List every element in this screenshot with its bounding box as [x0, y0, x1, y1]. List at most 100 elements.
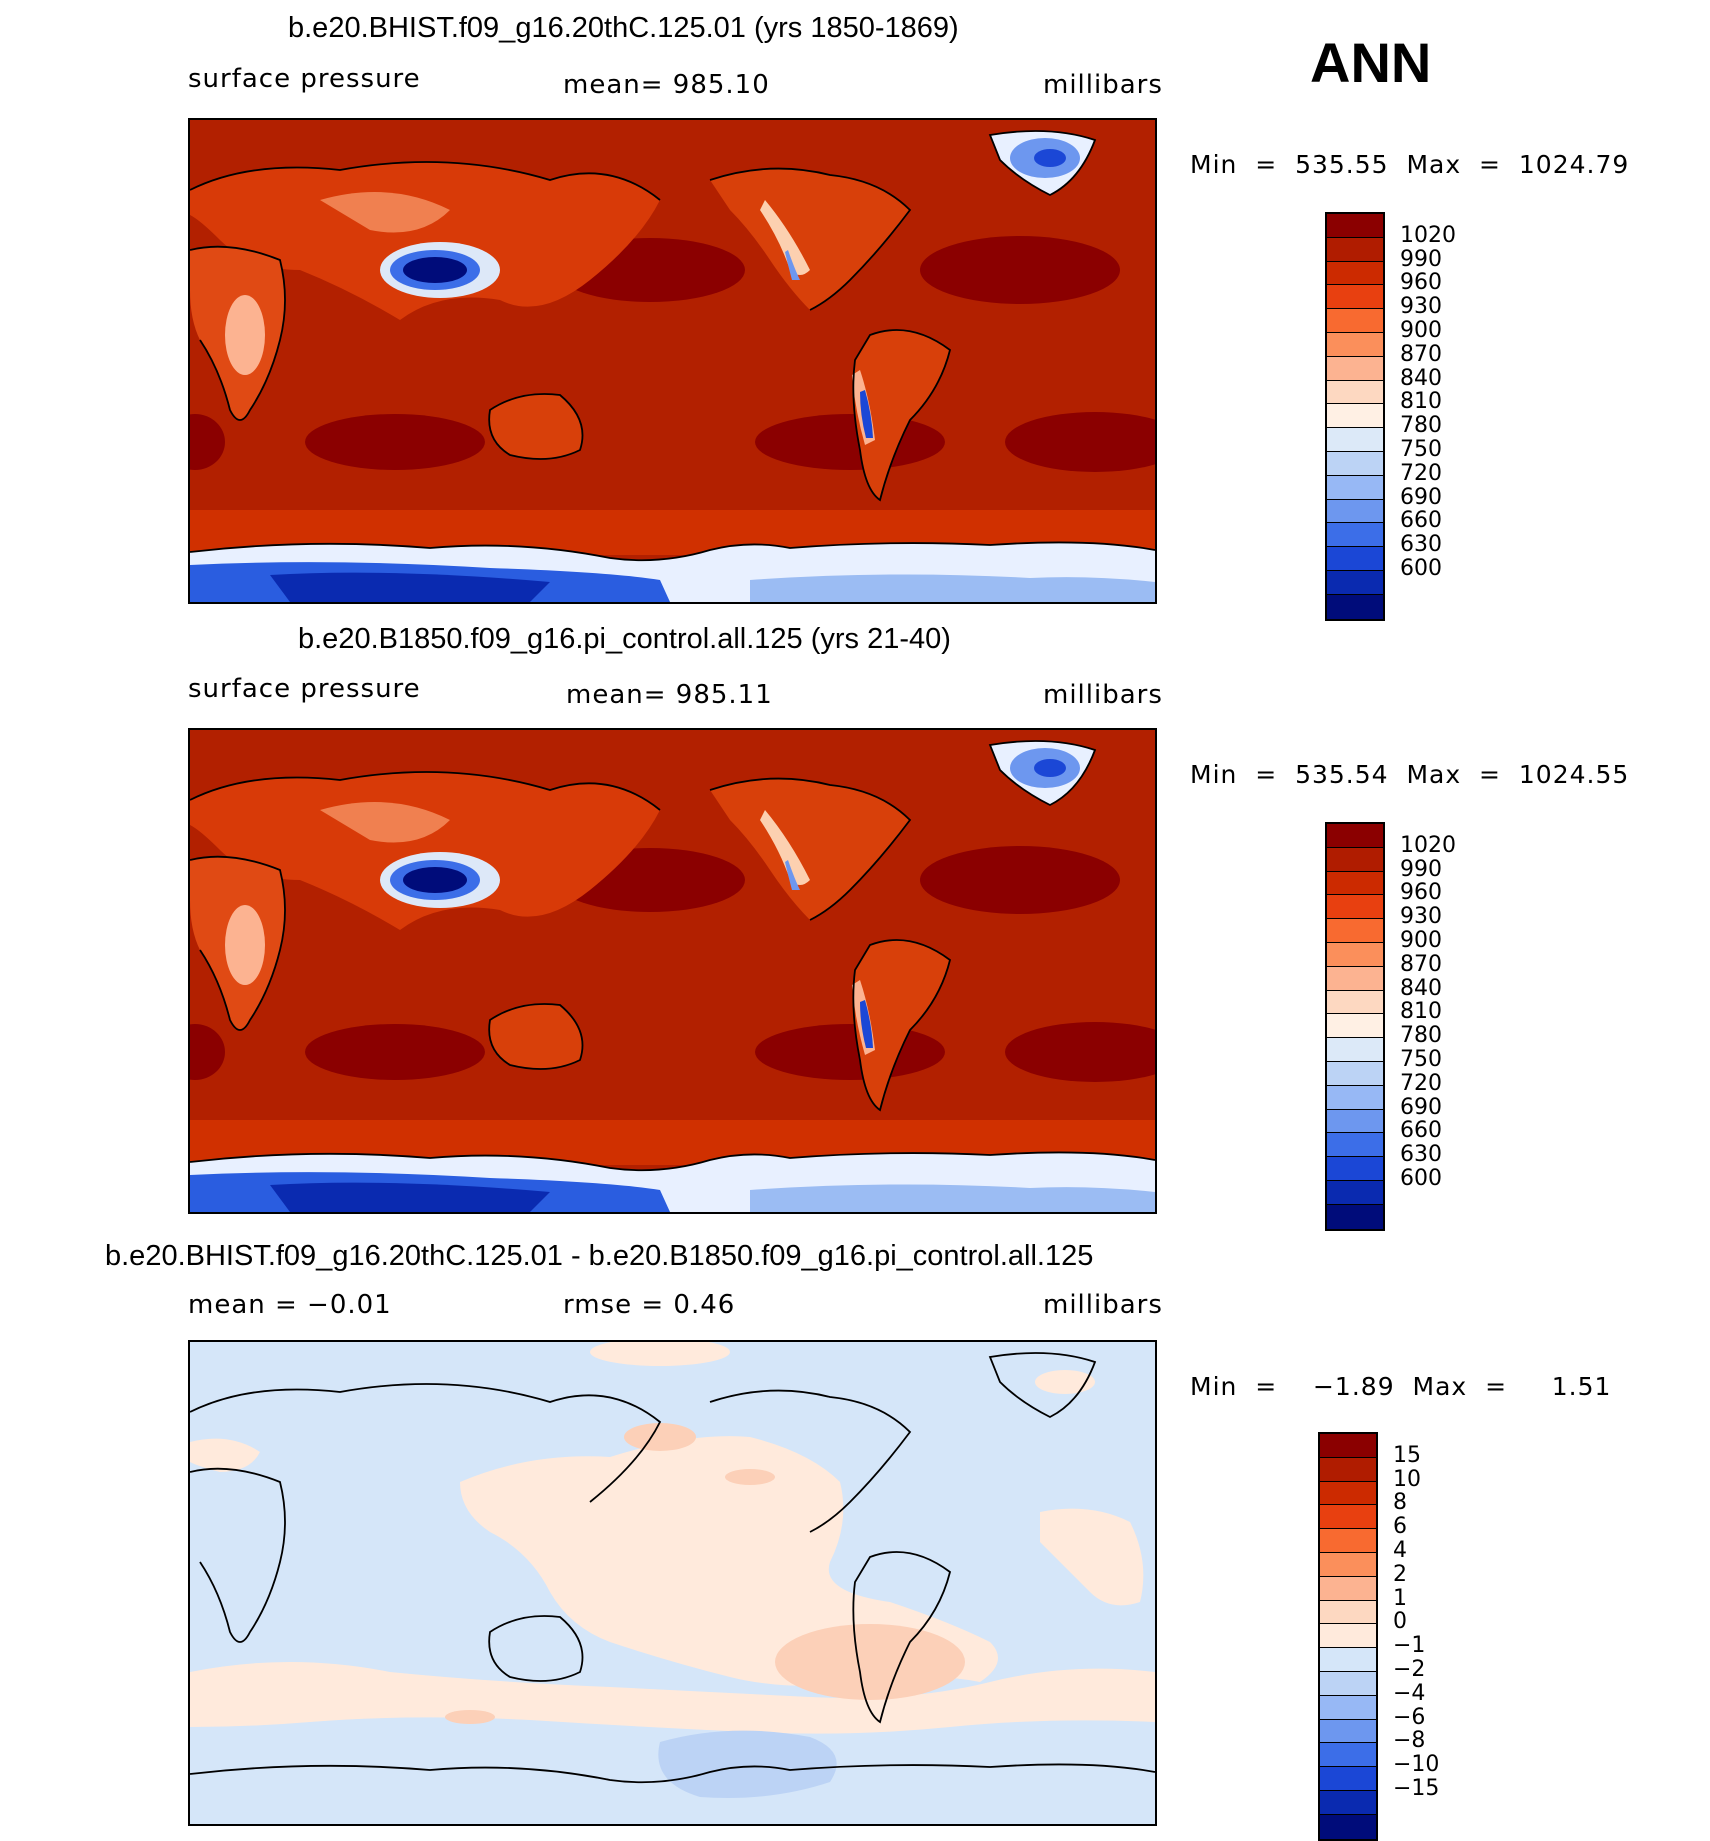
colorbar-swatch	[1327, 309, 1383, 333]
colorbar-label: 1020	[1400, 222, 1456, 248]
colorbar-swatch	[1327, 1061, 1383, 1086]
colorbar-swatch	[1327, 1085, 1383, 1110]
colorbar-swatch	[1327, 824, 1383, 848]
colorbar-label: −1	[1393, 1633, 1426, 1659]
colorbar-swatch	[1327, 594, 1383, 619]
panel1-map	[188, 118, 1157, 604]
colorbar-label: −2	[1393, 1657, 1426, 1682]
colorbar-label: 4	[1393, 1538, 1407, 1563]
colorbar-label: 900	[1400, 318, 1442, 343]
colorbar-label: −10	[1393, 1752, 1440, 1778]
colorbar-swatch	[1327, 966, 1383, 991]
colorbar-swatches	[1318, 1432, 1378, 1841]
panel1-units-label: millibars	[1043, 70, 1163, 100]
panel3-rmse-label: rmse = 0.46	[563, 1290, 736, 1320]
colorbar-label: 15	[1393, 1442, 1421, 1468]
colorbar-swatch	[1320, 1457, 1376, 1482]
colorbar-swatch	[1320, 1814, 1376, 1839]
colorbar-label: 660	[1400, 1118, 1442, 1144]
colorbar-swatch	[1327, 332, 1383, 357]
panel2-title: b.e20.B1850.f09_g16.pi_control.all.125 (…	[298, 623, 951, 655]
panel2-mean-label: mean= 985.11	[566, 680, 773, 710]
colorbar-swatch	[1320, 1743, 1376, 1768]
colorbar-label: 810	[1400, 999, 1442, 1025]
colorbar-swatch	[1320, 1695, 1376, 1720]
colorbar-swatch	[1327, 451, 1383, 476]
colorbar-swatch	[1327, 547, 1383, 571]
colorbar-swatch	[1327, 1014, 1383, 1039]
colorbar-label: 690	[1400, 1094, 1442, 1120]
colorbar-label: −6	[1393, 1704, 1426, 1730]
colorbar-label: 870	[1400, 951, 1442, 977]
colorbar-label: 660	[1400, 508, 1442, 534]
colorbar-label: 690	[1400, 484, 1442, 510]
colorbar-swatch	[1320, 1648, 1376, 1672]
colorbar-label: 630	[1400, 1142, 1442, 1168]
colorbar-label: 2	[1393, 1561, 1407, 1587]
colorbar-swatch	[1327, 261, 1383, 286]
colorbar-swatch	[1327, 499, 1383, 524]
colorbar-label: 990	[1400, 246, 1442, 272]
panel3-minmax: Min = −1.89 Max = 1.51	[1190, 1372, 1612, 1401]
colorbar-label: 1	[1393, 1585, 1407, 1611]
panel1-variable-label: surface pressure	[188, 64, 421, 94]
colorbar-label: 8	[1393, 1490, 1407, 1516]
panel3-mean-label: mean = −0.01	[188, 1290, 392, 1320]
colorbar-swatch	[1320, 1624, 1376, 1649]
colorbar-label: 10	[1393, 1466, 1421, 1492]
colorbar-swatch	[1327, 380, 1383, 405]
colorbar-swatch	[1327, 1109, 1383, 1134]
colorbar-label: 630	[1400, 532, 1442, 558]
colorbar-swatch	[1327, 570, 1383, 595]
colorbar-swatch	[1327, 237, 1383, 262]
colorbar-label: −8	[1393, 1728, 1426, 1754]
colorbar-label: 720	[1400, 460, 1442, 486]
colorbar-swatch	[1327, 1157, 1383, 1181]
panel2-units-label: millibars	[1043, 680, 1163, 710]
colorbar-swatch	[1327, 1038, 1383, 1062]
colorbar-label: 600	[1400, 1166, 1442, 1191]
colorbar-swatch	[1320, 1719, 1376, 1744]
colorbar-label: 750	[1400, 1047, 1442, 1072]
panel2-variable-label: surface pressure	[188, 674, 421, 704]
panel3-units-label: millibars	[1043, 1290, 1163, 1320]
colorbar-swatch	[1320, 1600, 1376, 1625]
colorbar-label: −15	[1393, 1776, 1440, 1801]
colorbar-label: 870	[1400, 341, 1442, 367]
colorbar-label: 990	[1400, 856, 1442, 882]
colorbar-label: 1020	[1400, 832, 1456, 858]
colorbar-swatch	[1327, 356, 1383, 381]
colorbar-swatch	[1320, 1529, 1376, 1553]
colorbar-swatch	[1327, 847, 1383, 872]
colorbar-swatch	[1320, 1434, 1376, 1458]
colorbar-swatches	[1325, 212, 1385, 621]
colorbar-swatch	[1327, 523, 1383, 548]
colorbar-swatch	[1327, 1180, 1383, 1205]
colorbar-label: 6	[1393, 1514, 1407, 1540]
panel3-title: b.e20.BHIST.f09_g16.20thC.125.01 - b.e20…	[105, 1240, 1094, 1272]
colorbar-swatch	[1327, 285, 1383, 310]
panel1-map-svg	[190, 120, 1155, 602]
colorbar-swatch	[1327, 428, 1383, 452]
colorbar-label: 900	[1400, 928, 1442, 953]
panel1-mean-label: mean= 985.10	[563, 70, 770, 100]
colorbar-swatch	[1327, 990, 1383, 1015]
colorbar-swatch	[1327, 871, 1383, 896]
colorbar-label: 840	[1400, 365, 1442, 391]
colorbar-swatch	[1327, 1133, 1383, 1158]
colorbar-label: 780	[1400, 1023, 1442, 1049]
panel2-map-svg	[190, 730, 1155, 1212]
colorbar-swatch	[1327, 919, 1383, 943]
colorbar-swatch	[1327, 214, 1383, 238]
colorbar-label: 780	[1400, 413, 1442, 439]
colorbar-swatches	[1325, 822, 1385, 1231]
colorbar-label: 750	[1400, 437, 1442, 462]
colorbar-swatch	[1320, 1505, 1376, 1530]
colorbar-label: 720	[1400, 1070, 1442, 1096]
colorbar-swatch	[1327, 1204, 1383, 1229]
colorbar-label: 600	[1400, 556, 1442, 581]
colorbar-swatch	[1320, 1767, 1376, 1791]
panel1-title: b.e20.BHIST.f09_g16.20thC.125.01 (yrs 18…	[288, 12, 959, 44]
season-label: ANN	[1310, 31, 1432, 94]
panel2-minmax: Min = 535.54 Max = 1024.55	[1190, 760, 1630, 789]
